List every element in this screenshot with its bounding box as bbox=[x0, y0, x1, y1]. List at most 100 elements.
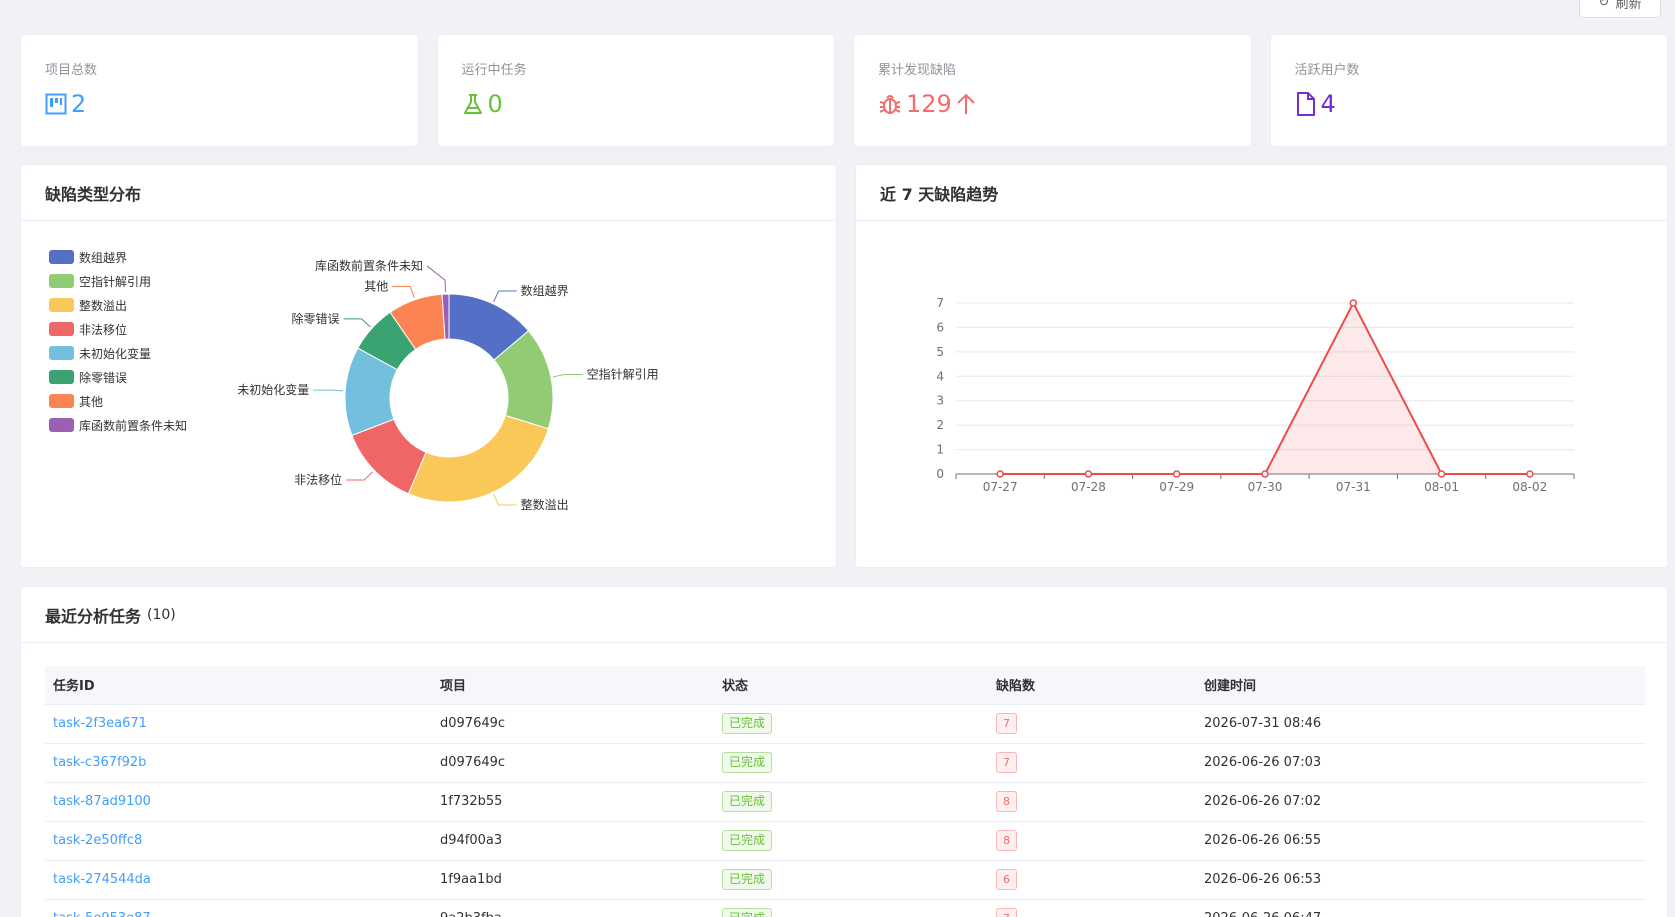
stat-value: 0 bbox=[487, 90, 503, 118]
x-tick-label: 07-28 bbox=[1071, 480, 1106, 494]
stat-card-projects: 项目总数 2 bbox=[20, 34, 419, 147]
legend-item[interactable]: 除零错误 bbox=[49, 365, 187, 389]
legend-swatch bbox=[49, 250, 74, 264]
legend-swatch bbox=[49, 274, 74, 288]
defect-count-badge: 7 bbox=[996, 908, 1017, 917]
legend-item[interactable]: 其他 bbox=[49, 389, 187, 413]
table-row[interactable]: task-274544da 1f9aa1bd 已完成 6 2026-06-26 06:5… bbox=[45, 860, 1645, 900]
legend-label: 整数溢出 bbox=[79, 298, 128, 313]
table-row[interactable]: task-87ad9100 1f732b55 已完成 8 2026-06-26 07:0… bbox=[45, 782, 1645, 822]
column-header[interactable]: 项目 bbox=[432, 666, 714, 705]
data-point[interactable] bbox=[996, 470, 1004, 478]
data-point[interactable] bbox=[1172, 470, 1181, 478]
legend-swatch bbox=[49, 322, 74, 336]
stat-label: 活跃用户数 bbox=[1294, 63, 1360, 78]
table-row[interactable]: task-5e953e87 9a2b3fba 已完成 7 2026-06-26 06:4… bbox=[45, 899, 1645, 917]
defect-count-badge: 7 bbox=[996, 713, 1017, 734]
stat-cards: 项目总数 2 运行中任务 0 累计发现缺陷 bbox=[20, 34, 1668, 147]
data-point[interactable] bbox=[1261, 470, 1269, 478]
task-id-link[interactable]: task-2f3ea671 bbox=[53, 716, 147, 731]
data-point[interactable] bbox=[1526, 470, 1534, 478]
stat-card-active-users: 活跃用户数 4 bbox=[1269, 34, 1668, 147]
label-leader-line bbox=[313, 389, 344, 392]
task-id-link[interactable]: task-87ad9100 bbox=[53, 794, 151, 809]
x-tick-label: 07-27 bbox=[983, 480, 1018, 494]
table-header-row: 任务ID 项目 状态 缺陷数 创建时间 bbox=[45, 666, 1645, 705]
x-tick-label: 07-31 bbox=[1336, 480, 1371, 494]
y-tick-label: 7 bbox=[936, 296, 944, 310]
stat-value: 4 bbox=[1320, 90, 1336, 118]
stat-label: 累计发现缺陷 bbox=[878, 63, 957, 78]
y-tick-label: 4 bbox=[936, 369, 944, 383]
task-id-link[interactable]: task-5e953e87 bbox=[53, 911, 151, 917]
legend-item[interactable]: 未初始化变量 bbox=[49, 341, 187, 365]
legend-label: 数组越界 bbox=[79, 250, 128, 265]
data-point[interactable] bbox=[1437, 470, 1446, 478]
legend-item[interactable]: 非法移位 bbox=[49, 317, 187, 341]
column-header[interactable]: 创建时间 bbox=[1196, 666, 1645, 705]
task-id-link[interactable]: task-c367f92b bbox=[53, 755, 147, 770]
x-tick-label: 08-01 bbox=[1424, 480, 1459, 494]
label-leader-line bbox=[493, 290, 517, 303]
table-row[interactable]: task-2e50ffc8 d94f00a3 已完成 8 2026-06-26 06:5… bbox=[45, 821, 1645, 861]
created-time-cell: 2026-06-26 07:03 bbox=[1196, 743, 1645, 783]
legend-swatch bbox=[49, 298, 74, 312]
status-badge: 已完成 bbox=[722, 830, 773, 851]
project-cell: d097649c bbox=[432, 704, 714, 744]
data-point[interactable] bbox=[1349, 299, 1358, 307]
panel-title: 缺陷类型分布 bbox=[21, 165, 836, 221]
task-id-link[interactable]: task-274544da bbox=[53, 872, 151, 887]
table-row[interactable]: task-2f3ea671 d097649c 已完成 7 2026-07-31 08:4… bbox=[45, 704, 1645, 744]
slice-label: 除零错误 bbox=[291, 311, 339, 326]
created-time-cell: 2026-06-26 06:47 bbox=[1196, 899, 1645, 917]
pie-legend: 数组越界空指针解引用 整数溢出非法移位未初始化变量 除零错误其他库函数前置条件未知 bbox=[49, 245, 187, 437]
slice-label: 空指针解引用 bbox=[587, 366, 659, 381]
column-header[interactable]: 状态 bbox=[714, 666, 988, 705]
line-chart: 0 1 2 3 4 5 6 7 07-27 07-28 07-29 07-30 07-31 08-01 08… bbox=[936, 296, 1575, 494]
tasks-table: 任务ID 项目 状态 缺陷数 创建时间 task-2f3ea671 d097649… bbox=[45, 666, 1645, 917]
bug-icon bbox=[878, 92, 902, 116]
stat-card-defects: 累计发现缺陷 129 bbox=[853, 34, 1252, 147]
project-cell: 9a2b3fba bbox=[432, 899, 714, 917]
panel-title: 最近分析任务 bbox=[45, 606, 142, 626]
column-header[interactable]: 缺陷数 bbox=[988, 666, 1196, 705]
legend-label: 非法移位 bbox=[79, 322, 128, 337]
legend-label: 库函数前置条件未知 bbox=[79, 418, 188, 433]
project-cell: 1f732b55 bbox=[432, 782, 714, 822]
status-badge: 已完成 bbox=[722, 752, 773, 773]
task-id-link[interactable]: task-2e50ffc8 bbox=[53, 833, 143, 848]
table-row[interactable]: task-c367f92b d097649c 已完成 7 2026-06-26 07:0… bbox=[45, 743, 1645, 783]
defect-count-badge: 6 bbox=[996, 869, 1017, 890]
created-time-cell: 2026-06-26 06:53 bbox=[1196, 860, 1645, 900]
data-point[interactable] bbox=[1084, 470, 1093, 478]
arrow-up-icon bbox=[956, 93, 976, 115]
created-time-cell: 2026-06-26 07:02 bbox=[1196, 782, 1645, 822]
legend-label: 空指针解引用 bbox=[79, 274, 152, 289]
slice-label: 库函数前置条件未知 bbox=[315, 258, 423, 273]
document-icon bbox=[1295, 92, 1317, 116]
legend-item[interactable]: 库函数前置条件未知 bbox=[49, 413, 187, 437]
slice-label: 数组越界 bbox=[521, 283, 569, 298]
panel-title: 近 7 天缺陷趋势 bbox=[856, 165, 1667, 221]
table-body: task-2f3ea671 d097649c 已完成 7 2026-07-31 08:4… bbox=[45, 704, 1645, 917]
legend-label: 其他 bbox=[79, 394, 104, 409]
slice-label: 非法移位 bbox=[294, 472, 342, 487]
status-badge: 已完成 bbox=[722, 908, 773, 917]
pie-slice[interactable] bbox=[407, 414, 549, 503]
stat-value: 2 bbox=[71, 90, 87, 118]
refresh-button[interactable]: ↻ 刷新 bbox=[1579, 0, 1661, 18]
slice-label: 整数溢出 bbox=[521, 497, 569, 512]
defect-count-badge: 8 bbox=[996, 791, 1017, 812]
label-leader-line bbox=[343, 318, 371, 328]
legend-item[interactable]: 空指针解引用 bbox=[49, 269, 187, 293]
legend-item[interactable]: 数组越界 bbox=[49, 245, 187, 269]
pie-slice[interactable] bbox=[441, 293, 450, 340]
label-leader-line bbox=[493, 493, 517, 506]
column-header[interactable]: 任务ID bbox=[45, 666, 432, 705]
series-area bbox=[1000, 303, 1530, 474]
legend-item[interactable]: 整数溢出 bbox=[49, 293, 187, 317]
y-tick-label: 2 bbox=[936, 418, 944, 432]
x-tick-label: 07-30 bbox=[1248, 480, 1283, 494]
legend-swatch bbox=[49, 418, 74, 432]
refresh-icon: ↻ bbox=[1598, 0, 1610, 10]
